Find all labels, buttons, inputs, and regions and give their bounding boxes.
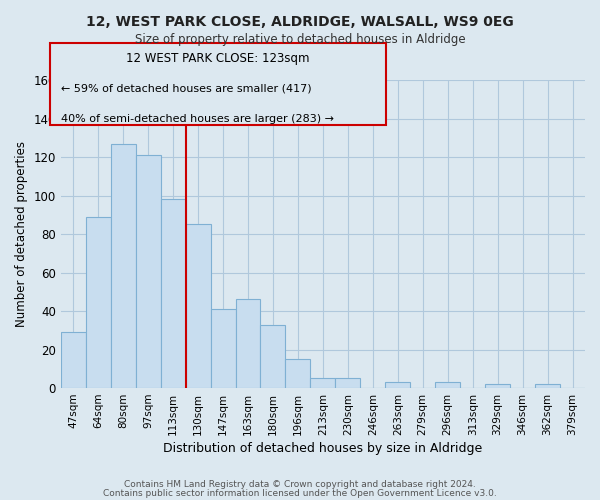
Bar [86,216,111,388]
Text: Size of property relative to detached houses in Aldridge: Size of property relative to detached ho… [134,32,466,46]
Bar [260,324,286,388]
Bar [236,300,260,388]
Bar [385,382,410,388]
Bar [136,155,161,388]
Bar [535,384,560,388]
Text: Contains public sector information licensed under the Open Government Licence v3: Contains public sector information licen… [103,488,497,498]
Bar [286,359,310,388]
Text: Contains HM Land Registry data © Crown copyright and database right 2024.: Contains HM Land Registry data © Crown c… [124,480,476,489]
Bar [211,309,236,388]
Bar [111,144,136,388]
Bar [335,378,361,388]
Text: 12, WEST PARK CLOSE, ALDRIDGE, WALSALL, WS9 0EG: 12, WEST PARK CLOSE, ALDRIDGE, WALSALL, … [86,15,514,29]
Bar [310,378,335,388]
Text: 40% of semi-detached houses are larger (283) →: 40% of semi-detached houses are larger (… [61,114,334,124]
Y-axis label: Number of detached properties: Number of detached properties [15,141,28,327]
X-axis label: Distribution of detached houses by size in Aldridge: Distribution of detached houses by size … [163,442,482,455]
Bar [435,382,460,388]
Bar [61,332,86,388]
Bar [161,200,185,388]
Text: 12 WEST PARK CLOSE: 123sqm: 12 WEST PARK CLOSE: 123sqm [127,52,310,66]
Bar [185,224,211,388]
Bar [485,384,510,388]
FancyBboxPatch shape [50,43,386,124]
Text: ← 59% of detached houses are smaller (417): ← 59% of detached houses are smaller (41… [61,83,311,93]
